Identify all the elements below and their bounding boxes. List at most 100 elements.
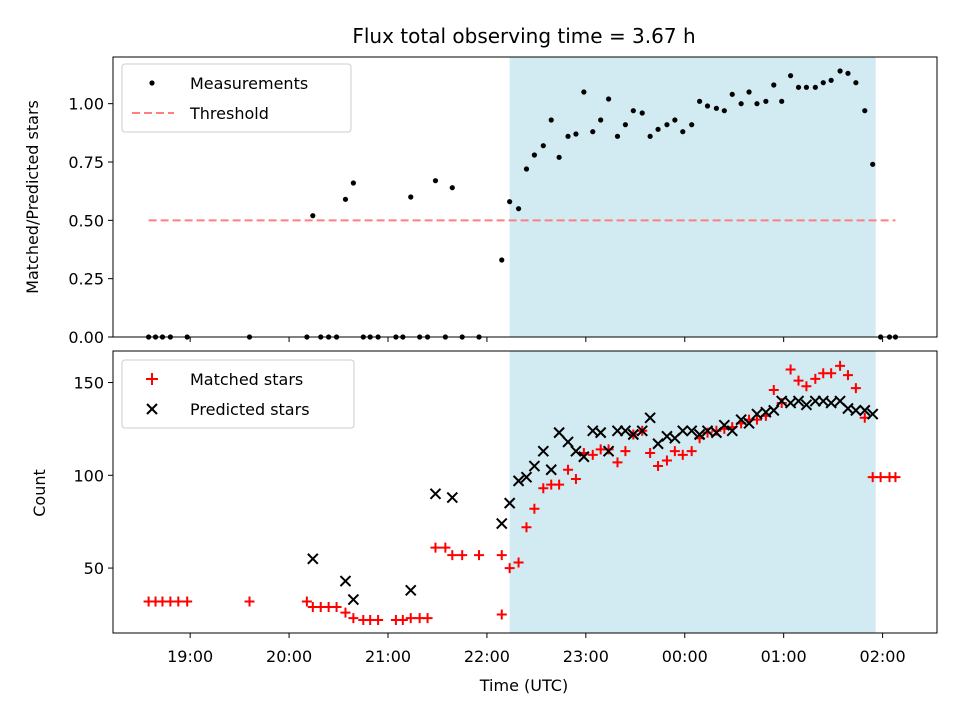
predicted-star-point: [825, 397, 837, 409]
predicted-star-point: [693, 428, 706, 441]
measurement-point: [540, 143, 546, 149]
measurement-point: [680, 129, 686, 135]
predicted-star-point: [850, 404, 862, 417]
legend-predicted-marker: [146, 403, 158, 415]
matched-star-point: [875, 472, 886, 483]
measurement-point: [573, 131, 579, 137]
bottom-xtick-label: 21:00: [365, 647, 411, 666]
bottom-shaded-span: [509, 351, 876, 633]
top-ytick-label: 0.25: [68, 270, 104, 289]
bottom-xtick-label: 01:00: [761, 647, 807, 666]
measurement-point: [862, 108, 868, 114]
matched-star-point: [348, 613, 359, 624]
measurement-point: [565, 133, 571, 139]
matched-star-point: [711, 425, 722, 436]
matched-star-point: [563, 464, 574, 475]
measurement-point: [499, 257, 505, 263]
matched-star-point: [826, 368, 837, 379]
predicted-star-point: [685, 425, 698, 437]
matched-star-point: [669, 446, 680, 457]
measurement-point: [779, 98, 785, 104]
predicted-star-point: [545, 464, 557, 476]
predicted-star-point: [775, 395, 788, 407]
matched-star-point: [504, 563, 515, 574]
predicted-star-point: [520, 471, 533, 483]
measurement-point: [531, 152, 537, 158]
measurement-point: [729, 91, 735, 97]
measurement-point: [639, 110, 645, 116]
measurement-point: [738, 101, 744, 107]
measurement-point: [771, 82, 777, 88]
predicted-star-point: [652, 438, 664, 450]
bottom-xtick-label: 23:00: [563, 647, 609, 666]
measurement-point: [432, 178, 439, 184]
matched-star-point: [603, 444, 614, 455]
matched-star-point: [835, 360, 846, 371]
predicted-star-point: [307, 553, 319, 565]
measurement-point: [310, 213, 316, 219]
predicted-star-point: [594, 426, 607, 439]
matched-star-point: [686, 446, 697, 457]
predicted-star-point: [627, 428, 640, 441]
measurement-point: [689, 122, 695, 128]
matched-star-point: [677, 449, 688, 460]
legend-measurements-label: Measurements: [190, 74, 308, 93]
matched-star-point: [301, 596, 312, 607]
predicted-star-point: [735, 413, 747, 426]
measurement-point: [763, 98, 769, 104]
matched-star-point: [496, 550, 507, 561]
legend-predicted-label: Predicted stars: [190, 400, 310, 419]
matched-star-point: [182, 596, 193, 607]
predicted-star-point: [347, 593, 360, 606]
measurement-point: [598, 117, 604, 123]
matched-star-point: [810, 373, 821, 384]
matched-star-point: [513, 557, 524, 568]
predicted-star-point: [677, 425, 689, 437]
predicted-star-point: [429, 488, 442, 500]
predicted-star-point: [553, 426, 565, 439]
matched-star-point: [474, 550, 485, 561]
matched-star-point: [331, 602, 342, 613]
bottom-y-axis-label: Count: [30, 469, 49, 517]
bottom-xtick-label: 02:00: [860, 647, 906, 666]
predicted-star-point: [496, 517, 508, 530]
predicted-star-point: [602, 445, 615, 457]
bottom-legend-box: [121, 359, 355, 429]
bottom-ytick-label: 50: [84, 559, 104, 578]
predicted-star-point: [578, 451, 590, 463]
measurement-point: [647, 133, 653, 139]
measurement-point: [803, 84, 810, 90]
measurement-point: [696, 98, 703, 104]
matched-star-point: [554, 479, 565, 490]
top-ytick-label: 0.00: [68, 328, 104, 347]
matched-star-point: [405, 613, 416, 624]
measurement-point: [622, 122, 629, 128]
measurement-point: [523, 166, 530, 172]
bottom-x-axis-label: Time (UTC): [479, 676, 568, 695]
measurement-point: [787, 73, 794, 79]
measurement-point: [408, 194, 414, 200]
matched-star-point: [793, 375, 804, 386]
matched-star-point: [587, 449, 598, 460]
measurement-point: [820, 80, 826, 86]
predicted-star-point: [743, 417, 755, 430]
matched-star-point: [430, 542, 441, 553]
measurement-point: [870, 161, 876, 167]
matched-star-point: [785, 364, 796, 375]
matched-star-point: [570, 474, 581, 485]
measurement-point: [704, 103, 711, 109]
predicted-star-point: [800, 399, 813, 411]
matched-star-point: [244, 596, 255, 607]
matched-star-point: [397, 615, 408, 626]
matched-star-point: [702, 427, 713, 438]
matched-star-point: [645, 448, 656, 459]
legend-matched-label: Matched stars: [190, 370, 303, 389]
measurement-point: [713, 105, 720, 111]
matched-star-point: [373, 615, 384, 626]
measurement-point: [614, 133, 621, 139]
measurement-point: [664, 122, 670, 128]
top-ytick-label: 0.50: [68, 211, 104, 230]
top-panel: 0.00 0.25 0.50 0.75 1.00 Matched/Predicted s…: [23, 56, 938, 347]
bottom-axes-frame: [112, 350, 938, 634]
